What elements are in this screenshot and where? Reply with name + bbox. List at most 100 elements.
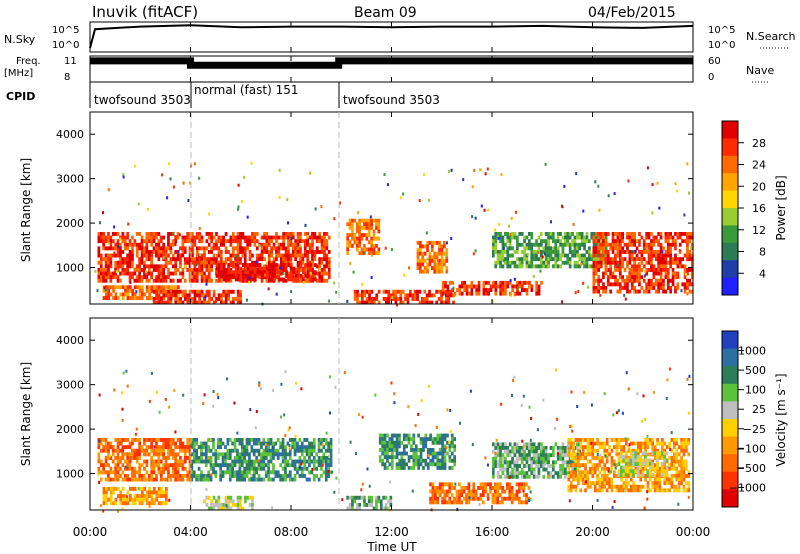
heatmap-cell — [670, 463, 674, 468]
heatmap-cell — [554, 264, 558, 269]
heatmap-cell — [378, 448, 382, 452]
heatmap-cell — [293, 441, 297, 446]
heatmap-cell — [475, 288, 478, 292]
heatmap-cell — [157, 297, 161, 301]
heatmap-cell — [284, 474, 287, 478]
heatmap-cell — [131, 250, 134, 254]
heatmap-cell — [155, 275, 158, 280]
heatmap-cell — [188, 235, 192, 240]
heatmap-cell — [586, 438, 590, 442]
heatmap-cell — [217, 293, 221, 298]
heatmap-cell — [363, 222, 366, 227]
heatmap-cell — [599, 253, 603, 258]
heatmap-cell — [243, 474, 246, 478]
heatmap-cell — [450, 437, 454, 442]
heatmap-cell — [236, 246, 240, 251]
heatmap-cell — [222, 235, 225, 240]
heatmap-cell — [162, 456, 165, 460]
heatmap-cell — [634, 466, 638, 471]
heatmap-cell — [578, 246, 582, 251]
heatmap-cell — [449, 293, 453, 298]
heatmap-cell — [97, 260, 101, 265]
heatmap-cell — [131, 246, 134, 251]
heatmap-cell — [145, 463, 149, 468]
heatmap-cell — [670, 459, 674, 464]
heatmap-cell — [444, 284, 447, 289]
heatmap-cell — [288, 477, 292, 482]
heatmap-cell — [623, 268, 627, 272]
heatmap-cell — [219, 235, 223, 240]
heatmap-cell — [287, 239, 290, 244]
heatmap-cell — [176, 278, 180, 283]
heatmap-cell — [204, 441, 208, 446]
heatmap-cell — [597, 235, 600, 240]
heatmap-cell — [200, 456, 203, 460]
heatmap-cell — [494, 242, 498, 247]
heatmap-cell — [606, 250, 610, 254]
heatmap-cell — [123, 268, 127, 272]
heatmap-cell — [231, 260, 235, 265]
heatmap-cell — [323, 246, 326, 251]
heatmap-cell — [602, 246, 605, 251]
heatmap-cell — [303, 445, 306, 450]
heatmap-cell — [504, 449, 507, 454]
heatmap-cell — [325, 253, 329, 258]
heatmap-cell — [231, 441, 234, 446]
heatmap-cell — [591, 456, 595, 460]
heatmap-cell — [282, 277, 286, 282]
heatmap-cell — [145, 257, 149, 262]
heatmap-cell — [355, 236, 359, 241]
heatmap-cell — [197, 459, 201, 464]
heatmap-cell — [549, 257, 553, 262]
heatmap-cell — [690, 246, 694, 251]
heatmap-cell — [150, 494, 154, 498]
heatmap-cell — [365, 300, 369, 305]
heatmap-cell — [320, 271, 324, 276]
heatmap-cell — [520, 453, 524, 458]
heatmap-cell — [656, 181, 659, 185]
heatmap-cell — [686, 257, 689, 262]
heatmap-cell — [290, 263, 293, 267]
heatmap-cell — [537, 453, 541, 458]
heatmap-cell — [123, 452, 127, 457]
heatmap-cell — [121, 292, 125, 297]
heatmap-cell — [157, 271, 161, 276]
heatmap-cell — [487, 280, 490, 285]
heatmap-cell — [438, 248, 441, 252]
heatmap-cell — [646, 247, 649, 251]
heatmap-cell — [419, 455, 423, 460]
heatmap-cell — [395, 433, 399, 438]
heatmap-cell — [496, 260, 500, 265]
heatmap-cell — [167, 271, 170, 276]
heatmap-cell — [229, 499, 233, 504]
heatmap-cell — [243, 470, 246, 475]
heatmap-cell — [452, 293, 455, 298]
heatmap-cell — [264, 445, 268, 450]
heatmap-cell — [325, 278, 329, 283]
heatmap-cell — [448, 444, 452, 449]
heatmap-cell — [255, 257, 259, 262]
heatmap-cell — [523, 246, 526, 251]
heatmap-cell — [453, 437, 456, 442]
heatmap-cell — [496, 253, 500, 258]
heatmap-cell — [356, 300, 359, 305]
heatmap-cell — [676, 282, 680, 287]
heatmap-cell — [561, 250, 565, 254]
heatmap-cell — [595, 242, 598, 247]
heatmap-cell — [109, 257, 113, 262]
heatmap-cell — [109, 271, 113, 276]
heatmap-cell — [184, 264, 187, 268]
heatmap-cell — [282, 260, 285, 265]
heatmap-cell — [238, 463, 242, 468]
heatmap-cell — [383, 440, 387, 445]
heatmap-cell — [188, 456, 192, 460]
heatmap-cell — [443, 500, 447, 505]
heatmap-cell — [657, 232, 660, 236]
heatmap-cell — [207, 448, 210, 453]
heatmap-cell — [516, 242, 519, 247]
heatmap-cell — [162, 494, 166, 498]
heatmap-cell — [528, 264, 531, 269]
heatmap-cell — [358, 222, 361, 227]
heatmap-cell — [663, 463, 667, 468]
heatmap-cell — [443, 462, 447, 467]
